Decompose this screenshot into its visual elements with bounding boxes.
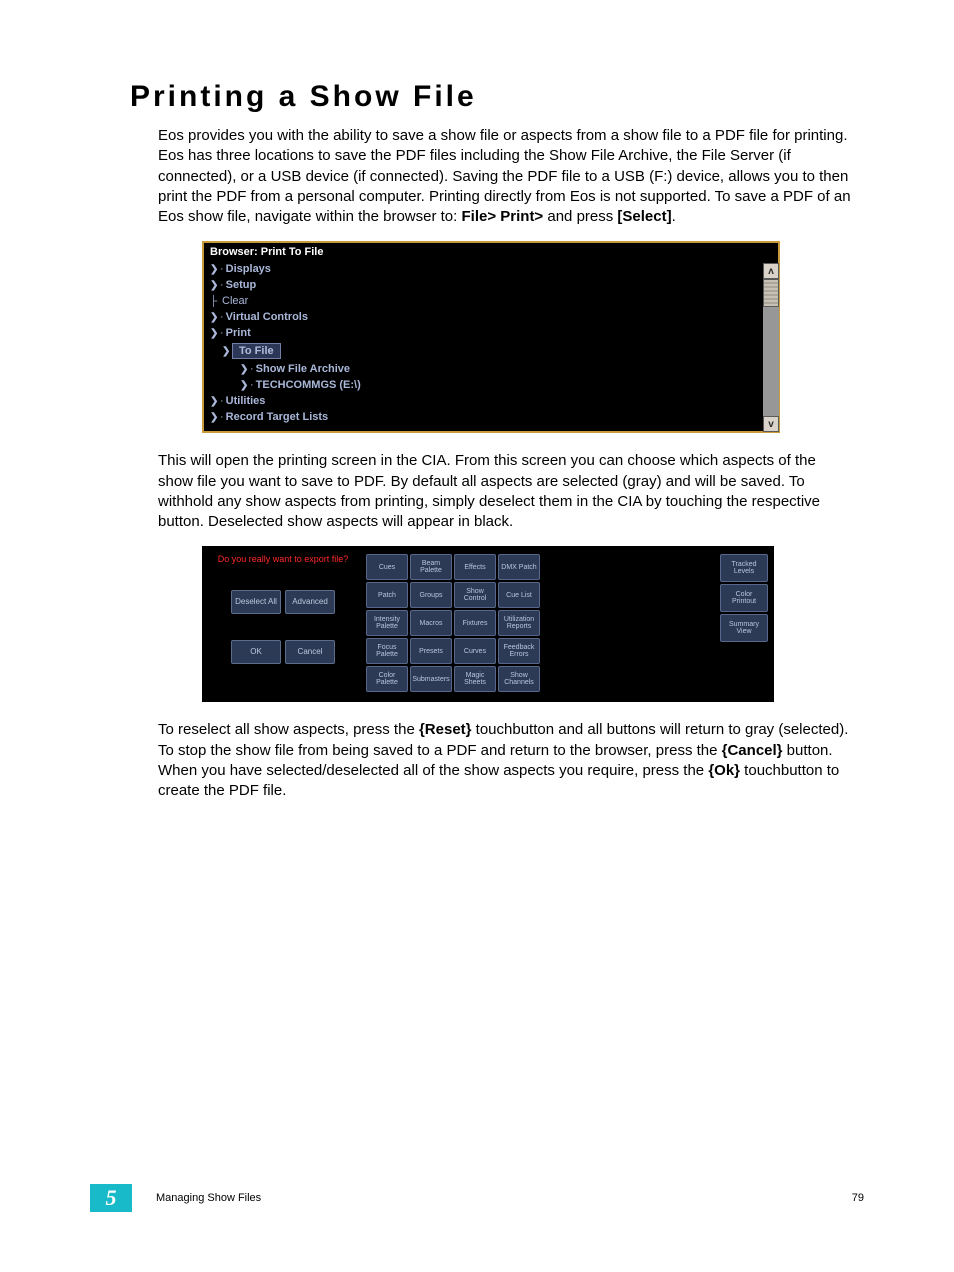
tree-branch-icon: ├ <box>210 296 220 307</box>
chevron-down-icon: ❯ <box>222 346 232 357</box>
aspect-magic-sheets[interactable]: Magic Sheets <box>454 666 496 692</box>
page-footer: 5 Managing Show Files 79 <box>0 1184 954 1212</box>
page: Printing a Show File Eos provides you wi… <box>0 0 954 1272</box>
chapter-number: 5 <box>90 1184 132 1212</box>
export-warning: Do you really want to export file? <box>208 554 358 564</box>
tree-label: Show File Archive <box>254 363 350 375</box>
cia-screenshot: Do you really want to export file? Desel… <box>202 546 774 702</box>
aspect-focus-palette[interactable]: Focus Palette <box>366 638 408 664</box>
aspect-color-palette[interactable]: Color Palette <box>366 666 408 692</box>
chevron-right-icon: ❯ <box>240 364 250 375</box>
tree-item-clear[interactable]: ├ Clear <box>204 293 778 309</box>
tree-label-selected: To File <box>232 343 281 359</box>
tree-label: Utilities <box>224 395 266 407</box>
chevron-right-icon: ❯ <box>210 312 220 323</box>
page-title: Printing a Show File <box>130 80 854 114</box>
chevron-down-icon: ❯ <box>210 328 220 339</box>
para3-f: {Ok} <box>708 762 740 779</box>
tree-label: Setup <box>224 279 257 291</box>
para3-d: {Cancel} <box>722 742 783 759</box>
aspect-cue-list[interactable]: Cue List <box>498 582 540 608</box>
scrollbar[interactable]: ʌ v <box>763 263 779 432</box>
aspect-submasters[interactable]: Submasters <box>410 666 452 692</box>
advanced-button[interactable]: Advanced <box>285 590 335 614</box>
para1-text-c: and press <box>543 208 617 225</box>
aspect-curves[interactable]: Curves <box>454 638 496 664</box>
aspect-effects[interactable]: Effects <box>454 554 496 580</box>
scroll-thumb[interactable] <box>763 279 779 307</box>
cia-row-1: Deselect All Advanced <box>208 590 358 614</box>
cia-left-panel: Do you really want to export file? Desel… <box>208 554 358 664</box>
chevron-right-icon: ❯ <box>240 380 250 391</box>
tree-label: Virtual Controls <box>224 311 308 323</box>
aspect-show-control[interactable]: Show Control <box>454 582 496 608</box>
aspect-dmx-patch[interactable]: DMX Patch <box>498 554 540 580</box>
tree-item-record[interactable]: ❯· Record Target Lists <box>204 409 778 425</box>
paragraph-1: Eos provides you with the ability to sav… <box>158 126 854 227</box>
deselect-all-button[interactable]: Deselect All <box>231 590 281 614</box>
tree-item-archive[interactable]: ❯· Show File Archive <box>204 361 778 377</box>
chevron-right-icon: ❯ <box>210 396 220 407</box>
tree-label: TECHCOMMGS (E:\) <box>254 379 361 391</box>
footer-label: Managing Show Files <box>156 1192 261 1204</box>
aspect-utilization-reports[interactable]: Utilization Reports <box>498 610 540 636</box>
aspect-patch[interactable]: Patch <box>366 582 408 608</box>
chevron-right-icon: ❯ <box>210 280 220 291</box>
color-printout-button[interactable]: Color Printout <box>720 584 768 612</box>
chevron-right-icon: ❯ <box>210 412 220 423</box>
aspect-feedback-errors[interactable]: Feedback Errors <box>498 638 540 664</box>
paragraph-2: This will open the printing screen in th… <box>158 451 854 532</box>
paragraph-3: To reselect all show aspects, press the … <box>158 720 854 801</box>
aspect-presets[interactable]: Presets <box>410 638 452 664</box>
scroll-up-button[interactable]: ʌ <box>763 263 779 279</box>
tracked-levels-button[interactable]: Tracked Levels <box>720 554 768 582</box>
browser-title: Browser: Print To File <box>204 243 778 261</box>
tree-label: Print <box>224 327 251 339</box>
tree-item-displays[interactable]: ❯· Displays <box>204 261 778 277</box>
aspect-beam-palette[interactable]: Beam Palette <box>410 554 452 580</box>
side-button-column: Tracked Levels Color Printout Summary Vi… <box>720 554 768 642</box>
para3-b: {Reset} <box>419 721 472 738</box>
aspect-show-channels[interactable]: Show Channels <box>498 666 540 692</box>
aspect-cues[interactable]: Cues <box>366 554 408 580</box>
tree-label: Clear <box>220 295 248 307</box>
cia-row-2: OK Cancel <box>208 640 358 664</box>
scroll-down-button[interactable]: v <box>763 416 779 432</box>
tree-item-virtual[interactable]: ❯· Virtual Controls <box>204 309 778 325</box>
tree-item-utilities[interactable]: ❯· Utilities <box>204 393 778 409</box>
tree-label: Displays <box>224 263 271 275</box>
browser-tree: ❯· Displays ❯· Setup ├ Clear ❯· Virtual … <box>204 261 778 425</box>
cancel-button[interactable]: Cancel <box>285 640 335 664</box>
browser-screenshot: Browser: Print To File ❯· Displays ❯· Se… <box>202 241 780 433</box>
ok-button[interactable]: OK <box>231 640 281 664</box>
aspect-fixtures[interactable]: Fixtures <box>454 610 496 636</box>
para1-text-b: File> Print> <box>462 208 544 225</box>
para1-text-d: [Select] <box>617 208 671 225</box>
aspect-groups[interactable]: Groups <box>410 582 452 608</box>
aspect-macros[interactable]: Macros <box>410 610 452 636</box>
summary-view-button[interactable]: Summary View <box>720 614 768 642</box>
aspect-intensity-palette[interactable]: Intensity Palette <box>366 610 408 636</box>
tree-item-tofile[interactable]: ❯ To File <box>204 341 778 361</box>
tree-item-techcomms[interactable]: ❯· TECHCOMMGS (E:\) <box>204 377 778 393</box>
aspect-grid: Cues Beam Palette Effects DMX Patch Patc… <box>366 554 540 692</box>
tree-label: Record Target Lists <box>224 411 329 423</box>
page-number: 79 <box>852 1192 864 1204</box>
tree-item-setup[interactable]: ❯· Setup <box>204 277 778 293</box>
chevron-right-icon: ❯ <box>210 264 220 275</box>
tree-item-print[interactable]: ❯· Print <box>204 325 778 341</box>
para3-a: To reselect all show aspects, press the <box>158 721 419 738</box>
para1-text-e: . <box>672 208 676 225</box>
